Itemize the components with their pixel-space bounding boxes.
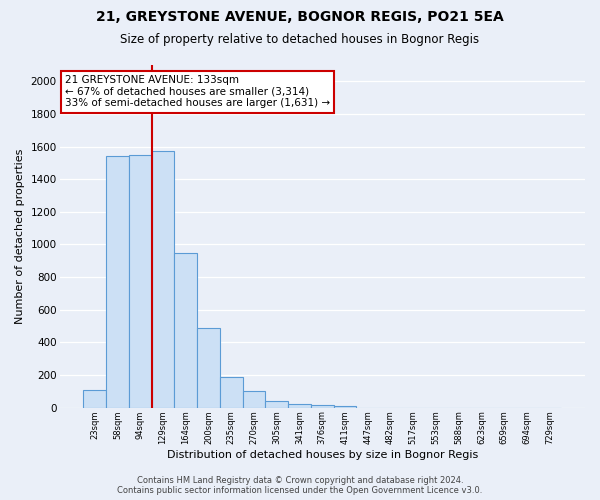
Bar xyxy=(106,156,129,408)
X-axis label: Distribution of detached houses by size in Bognor Regis: Distribution of detached houses by size … xyxy=(167,450,478,460)
Bar xyxy=(129,154,152,408)
Bar xyxy=(242,392,265,407)
Bar xyxy=(197,328,220,407)
Bar xyxy=(265,401,288,407)
Text: Size of property relative to detached houses in Bognor Regis: Size of property relative to detached ho… xyxy=(121,32,479,46)
Text: 21 GREYSTONE AVENUE: 133sqm
← 67% of detached houses are smaller (3,314)
33% of : 21 GREYSTONE AVENUE: 133sqm ← 67% of det… xyxy=(65,76,330,108)
Bar xyxy=(152,152,175,408)
Text: Contains HM Land Registry data © Crown copyright and database right 2024.
Contai: Contains HM Land Registry data © Crown c… xyxy=(118,476,482,495)
Bar xyxy=(175,252,197,408)
Bar xyxy=(334,406,356,407)
Y-axis label: Number of detached properties: Number of detached properties xyxy=(15,148,25,324)
Bar xyxy=(288,404,311,407)
Bar xyxy=(311,405,334,407)
Bar xyxy=(220,378,242,408)
Text: 21, GREYSTONE AVENUE, BOGNOR REGIS, PO21 5EA: 21, GREYSTONE AVENUE, BOGNOR REGIS, PO21… xyxy=(96,10,504,24)
Bar xyxy=(83,390,106,407)
